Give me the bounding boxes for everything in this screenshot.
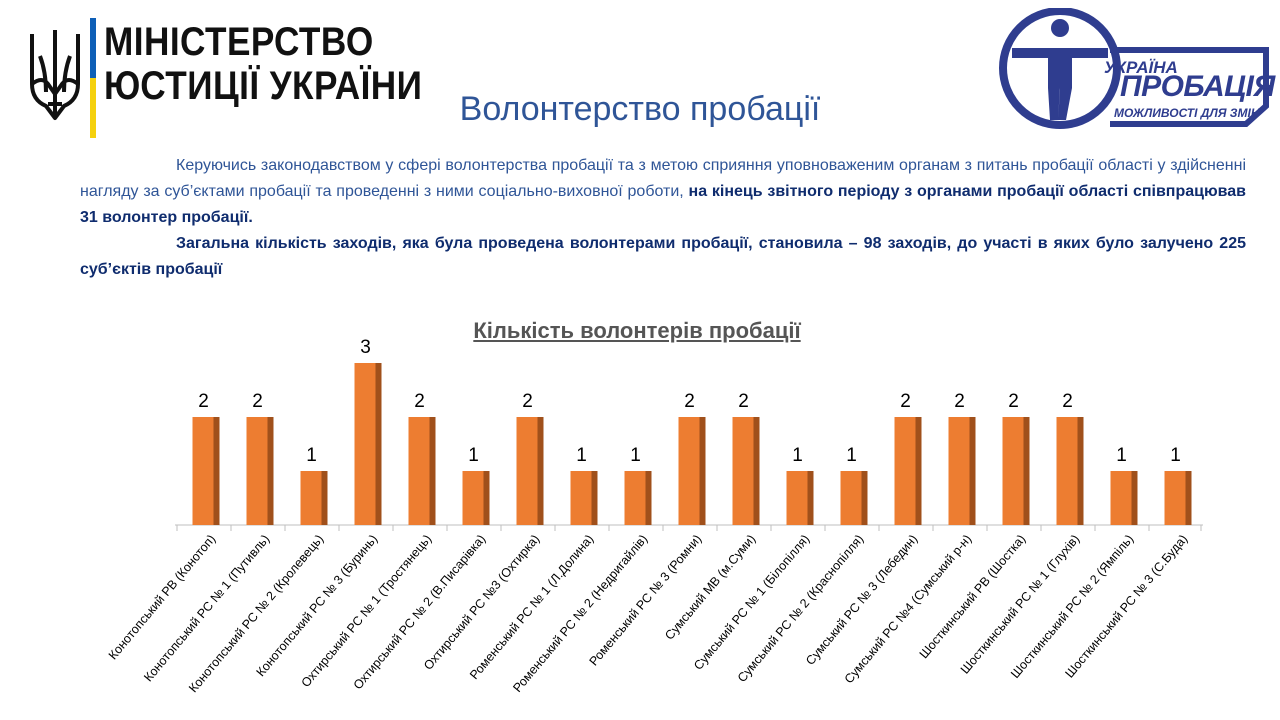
bar-value-label: 2 (954, 391, 965, 412)
bar (192, 417, 214, 525)
bar-side (213, 417, 220, 525)
bar-value-label: 2 (252, 391, 263, 412)
bar-side (753, 417, 760, 525)
bar-value-label: 1 (1170, 445, 1181, 466)
x-tick-label: Конотопський РВ (Конотоп) (106, 532, 219, 662)
probation-logo: УКРАЇНА ПРОБАЦІЯ МОЖЛИВОСТІ ДЛЯ ЗМІН (998, 7, 1275, 138)
bar-side (537, 417, 544, 525)
bar-side (807, 471, 814, 525)
bar (840, 471, 862, 525)
x-tick-label: Сумський РС № 1 (Білопілля) (691, 532, 812, 673)
bar (354, 363, 376, 525)
ministry-name-line1: МІНІСТЕРСТВО (104, 20, 374, 64)
bar (570, 471, 592, 525)
summary-text: Керуючись законодавством у сфері волонте… (80, 153, 1246, 283)
bar-value-label: 1 (846, 445, 857, 466)
bar-value-label: 3 (360, 337, 371, 358)
bar-side (699, 417, 706, 525)
bar-side (915, 417, 922, 525)
bar-value-label: 2 (522, 391, 533, 412)
bar (462, 471, 484, 525)
x-tick-label: Сумський РС № 3 (Лебедин) (803, 532, 920, 668)
x-tick-label: Охтирський РС №3 (Охтирка) (421, 532, 542, 673)
bar (1110, 471, 1132, 525)
flag-bar (90, 18, 96, 138)
x-tick-label: Шосткинський РС № 3 (С.Буда) (1062, 532, 1190, 681)
bar-side (861, 471, 868, 525)
bar-value-label: 1 (630, 445, 641, 466)
bar (1056, 417, 1078, 525)
x-tick-label: Сумський МВ (м.Суми) (662, 532, 758, 643)
bar (300, 471, 322, 525)
key-figure-icon (999, 7, 1269, 129)
bar-side (429, 417, 436, 525)
trident-icon (30, 30, 80, 120)
x-tick-label: Роменський РС № 3 (Ромни) (587, 532, 705, 668)
bar (786, 471, 808, 525)
bar (894, 417, 916, 525)
summary-paragraph-1: Керуючись законодавством у сфері волонте… (80, 153, 1246, 231)
chart-title: Кількість волонтерів пробації (473, 318, 801, 343)
bar (516, 417, 538, 525)
bar-value-label: 1 (576, 445, 587, 466)
bar-value-label: 2 (198, 391, 209, 412)
bar (678, 417, 700, 525)
bar-side (321, 471, 328, 525)
bar-side (969, 417, 976, 525)
bar-value-label: 2 (414, 391, 425, 412)
bar-value-label: 2 (1008, 391, 1019, 412)
bar-side (1185, 471, 1192, 525)
summary-p1-bold: на кінець звітного періоду з органами пр… (80, 183, 1247, 226)
ministry-logo: МІНІСТЕРСТВО ЮСТИЦІЇ УКРАЇНИ (28, 18, 428, 140)
bar (1002, 417, 1024, 525)
bar-side (483, 471, 490, 525)
bar-side (375, 363, 382, 525)
probation-logo-line2: ПРОБАЦІЯ (1120, 70, 1275, 103)
bar-value-label: 2 (684, 391, 695, 412)
bar-value-label: 2 (1062, 391, 1073, 412)
bar-side (645, 471, 652, 525)
bar-side (591, 471, 598, 525)
probation-logo-slogan: МОЖЛИВОСТІ ДЛЯ ЗМІН (1114, 106, 1260, 120)
bar-side (1023, 417, 1030, 525)
ministry-name-line2: ЮСТИЦІЇ УКРАЇНИ (104, 64, 423, 108)
x-tick-label: Шосткинський РВ (Шостка) (917, 532, 1029, 661)
bar (1164, 471, 1186, 525)
bar-side (1131, 471, 1138, 525)
summary-p1-regular: Керуючись законодавством у сфері волонте… (80, 157, 1246, 200)
bar (948, 417, 970, 525)
bar-value-label: 2 (900, 391, 911, 412)
bar-value-label: 1 (792, 445, 803, 466)
bar-value-label: 1 (1116, 445, 1127, 466)
ministry-name: МІНІСТЕРСТВО ЮСТИЦІЇ УКРАЇНИ (104, 20, 422, 108)
bar-value-label: 2 (738, 391, 749, 412)
bar-value-label: 1 (306, 445, 317, 466)
summary-paragraph-2: Загальна кількість заходів, яка була про… (80, 235, 1246, 278)
bar (624, 471, 646, 525)
bar (246, 417, 268, 525)
bar (732, 417, 754, 525)
bar-value-label: 1 (468, 445, 479, 466)
bar-side (267, 417, 274, 525)
bar-side (1077, 417, 1084, 525)
bar (408, 417, 430, 525)
page-title: Волонтерство пробації (459, 90, 821, 128)
probation-logo-line1: УКРАЇНА (1104, 58, 1178, 77)
